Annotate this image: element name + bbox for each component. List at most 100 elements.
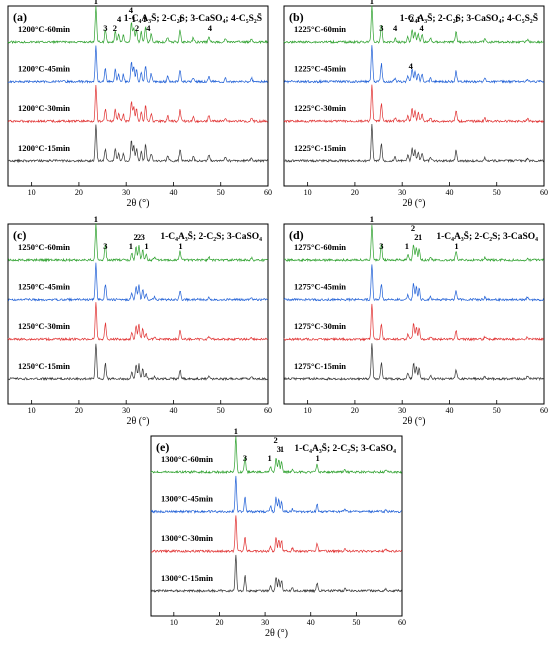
xrd-panel-4: (d) 1-C₄A₃S̄; 2-C₂S; 3-CaSO₄ 10 20 30 40 50 60 2…	[283, 214, 548, 427]
xrd-trace	[284, 45, 545, 84]
peak-label: 1	[405, 241, 409, 251]
x-tick-label: 20	[75, 188, 83, 197]
xrd-trace	[283, 123, 545, 164]
panel-label: (a)	[13, 10, 27, 24]
x-tick-label: 30	[122, 406, 130, 415]
peak-label: 1	[370, 0, 374, 6]
trace-label: 1275°C-60min	[294, 242, 346, 252]
peak-label: 4	[409, 61, 414, 71]
xrd-trace	[7, 343, 269, 381]
peak-label: 1	[142, 14, 146, 24]
xrd-trace	[283, 224, 545, 263]
x-tick-label: 50	[493, 406, 501, 415]
peak-label: 1	[94, 214, 98, 224]
peak-label: 1	[370, 214, 374, 224]
xrd-trace	[7, 223, 269, 263]
trace-label: 1225°C-15min	[294, 143, 346, 153]
xrd-panel-2: (b) 1-C₄A₃S̄; 2-C₂S; 3-CaSO₄; 4-C₅S₂S̄ 10 2…	[283, 0, 548, 209]
x-axis-label: 2θ (°)	[127, 416, 150, 427]
trace-label: 1300°C-60min	[161, 454, 213, 464]
plot-frame	[150, 435, 403, 617]
phase-legend: 1-C₄A₃S̄; 2-C₂S; 3-CaSO₄; 4-C₅S₂S̄	[124, 12, 262, 24]
peak-label: 1	[178, 14, 182, 24]
xrd-trace	[283, 343, 544, 382]
peak-label: 1	[144, 241, 148, 251]
peak-label: 1	[178, 241, 182, 251]
trace-label: 1300°C-30min	[161, 533, 213, 543]
xrd-trace	[283, 264, 545, 303]
peak-label: 1	[418, 232, 422, 242]
x-tick-label: 40	[307, 618, 315, 627]
trace-label: 1275°C-45min	[294, 282, 346, 292]
x-tick-label: 50	[217, 406, 225, 415]
plot-frame	[7, 5, 269, 187]
peak-label: 4	[393, 23, 398, 33]
x-tick-label: 10	[304, 188, 312, 197]
xrd-trace	[150, 436, 402, 475]
peak-label: 1	[454, 14, 458, 24]
peak-label: 1	[268, 453, 272, 463]
peak-label: 3	[379, 241, 383, 251]
x-tick-label: 20	[351, 406, 359, 415]
x-tick-label: 20	[215, 618, 223, 627]
xrd-trace	[7, 6, 269, 45]
plot-frame	[7, 223, 269, 405]
trace-label: 1200°C-15min	[18, 143, 70, 153]
peak-label: 4	[419, 23, 424, 33]
peak-label: 4	[117, 14, 122, 24]
x-tick-label: 30	[261, 618, 269, 627]
peak-label: 4	[208, 23, 213, 33]
trace-label: 1250°C-15min	[18, 361, 70, 371]
x-tick-label: 40	[169, 188, 177, 197]
peak-label: 4	[146, 23, 151, 33]
plot-frame	[283, 5, 545, 187]
x-tick-label: 40	[169, 406, 177, 415]
trace-label: 1225°C-60min	[294, 24, 346, 34]
x-tick-label: 60	[264, 188, 272, 197]
trace-label: 1250°C-60min	[18, 242, 70, 252]
xrd-trace	[7, 84, 268, 124]
peak-label: 1	[454, 241, 458, 251]
peak-label: 1	[416, 14, 420, 24]
peak-label: 3	[141, 232, 145, 242]
x-tick-label: 60	[398, 618, 406, 627]
x-tick-label: 10	[28, 406, 36, 415]
trace-label: 1200°C-30min	[18, 103, 70, 113]
peak-label: 1	[129, 241, 133, 251]
x-tick-label: 40	[445, 188, 453, 197]
peak-label: 2	[414, 232, 418, 242]
peak-label: 4	[129, 5, 134, 15]
x-tick-label: 50	[493, 188, 501, 197]
trace-label: 1200°C-45min	[18, 64, 70, 74]
trace-label: 1200°C-60min	[18, 24, 70, 34]
xrd-trace	[7, 124, 268, 164]
peak-label: 1	[234, 426, 238, 436]
x-tick-label: 10	[170, 618, 178, 627]
panel-label: (d)	[289, 228, 304, 242]
peak-label: 3	[243, 453, 247, 463]
xrd-trace	[7, 262, 268, 303]
peak-label: 2	[137, 232, 141, 242]
peak-label: 3	[103, 241, 107, 251]
peak-label: 2	[135, 23, 139, 33]
phase-legend: 1-C₄A₃S̄; 2-C₂S; 3-CaSO₄; 4-C₅S₂S̄	[400, 12, 538, 24]
xrd-trace	[150, 554, 403, 594]
trace-label: 1300°C-15min	[161, 573, 213, 583]
x-tick-label: 60	[540, 406, 548, 415]
x-tick-label: 30	[398, 406, 406, 415]
xrd-panel-3: (c) 1-C₄A₃S̄; 2-C₂S; 3-CaSO₄ 10 20 30 40 50 60 2…	[7, 214, 272, 427]
xrd-panel-1: (a) 1-C₄A₃S̄; 2-C₂S; 3-CaSO₄; 4-C₅S₂S̄ 10 2…	[7, 0, 272, 209]
xrd-trace	[150, 515, 403, 554]
peak-label: 1	[315, 453, 319, 463]
plot-frame	[283, 223, 545, 405]
peak-label: 2	[410, 14, 414, 24]
trace-label: 1275°C-15min	[294, 361, 346, 371]
xrd-trace	[283, 5, 544, 45]
xrd-trace	[150, 475, 402, 514]
trace-label: 1300°C-45min	[161, 494, 213, 504]
phase-legend: 1-C₄A₃S̄; 2-C₂S; 3-CaSO₄	[160, 230, 262, 242]
xrd-panel-5: (e) 1-C₄A₃S̄; 2-C₂S; 3-CaSO₄ 10 20 30 40 50 60 2…	[150, 426, 406, 639]
x-tick-label: 30	[122, 188, 130, 197]
peak-label: 1	[280, 444, 284, 454]
x-tick-label: 50	[217, 188, 225, 197]
